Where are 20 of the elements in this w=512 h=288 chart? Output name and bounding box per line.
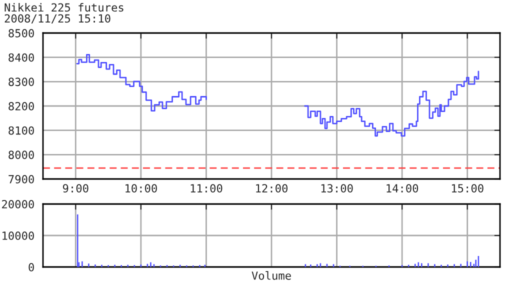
- chart-title: Nikkei 225 futures: [4, 3, 124, 12]
- x-tick-label: 13:00: [321, 184, 353, 193]
- y-tick-label: 0: [28, 263, 34, 272]
- y-tick-label: 8200: [8, 102, 34, 110]
- x-tick-label: 14:00: [386, 184, 418, 193]
- chart-subtitle: 2008/11/25 15:10: [4, 14, 110, 24]
- y-tick-label: 8000: [8, 150, 34, 160]
- y-tick-label: 20000: [2, 200, 34, 208]
- x-tick-label: 10:00: [126, 184, 157, 193]
- y-tick-label: 7900: [8, 175, 34, 184]
- y-tick-label: 8400: [8, 53, 34, 62]
- x-tick-label: 11:00: [190, 184, 222, 193]
- x-tick-label: 12:00: [256, 184, 288, 193]
- x-tick-label: 15:00: [452, 184, 484, 193]
- y-tick-label: 10000: [2, 232, 34, 240]
- y-tick-label: 8100: [8, 126, 34, 135]
- y-tick-label: 8500: [8, 29, 34, 38]
- x-axis-title: Volume: [252, 271, 291, 280]
- y-tick-label: 8300: [8, 78, 34, 86]
- x-tick-label: 9:00: [62, 184, 88, 193]
